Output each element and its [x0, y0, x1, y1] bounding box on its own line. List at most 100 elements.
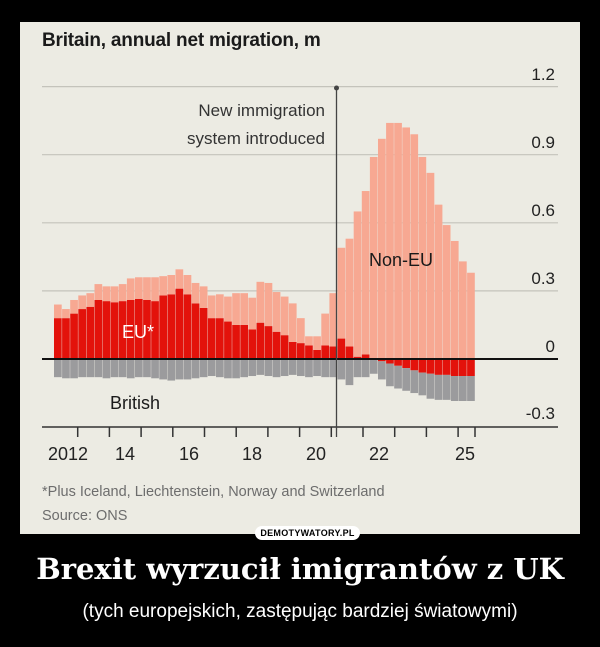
bar-eu [459, 359, 467, 377]
bar-eu [467, 359, 475, 377]
bar-eu [313, 349, 321, 359]
bar-eu [264, 326, 273, 359]
y-tick-label: 0 [545, 337, 555, 356]
bar-non-eu [232, 293, 240, 325]
y-tick-label: 0.3 [531, 269, 555, 288]
bar-non-eu [143, 277, 151, 300]
bar-eu [232, 324, 240, 359]
bar-eu [216, 318, 224, 359]
bar-non-eu [62, 309, 70, 319]
bar-british [62, 359, 70, 379]
bar-eu [337, 338, 346, 359]
bar-british [264, 359, 273, 377]
bar-non-eu [199, 286, 208, 308]
footnote: *Plus Iceland, Liechtenstein, Norway and… [42, 484, 385, 500]
bar-non-eu [410, 134, 419, 359]
bar-non-eu [337, 247, 346, 339]
bar-eu [378, 359, 386, 362]
bar-british [426, 373, 435, 399]
bar-non-eu [321, 313, 329, 346]
x-tick-label: 14 [114, 444, 136, 464]
bar-british [394, 365, 402, 389]
bar-british [159, 359, 167, 380]
bar-eu [305, 345, 313, 359]
bar-non-eu [183, 275, 192, 295]
bar-british [224, 359, 232, 379]
bar-non-eu [216, 294, 224, 319]
bar-non-eu [288, 303, 297, 342]
bar-non-eu [159, 276, 167, 296]
bar-british [199, 359, 208, 378]
bar-eu [94, 299, 103, 359]
bar-eu [207, 318, 216, 359]
bar-eu [151, 301, 159, 359]
bar-eu [54, 318, 62, 359]
bar-british [86, 359, 95, 378]
event-annotation: New immigration system introduced [187, 97, 325, 153]
bar-non-eu [450, 240, 459, 359]
bar-eu [248, 329, 257, 359]
x-tick-label: 16 [178, 444, 200, 464]
bar-british [459, 376, 467, 401]
bar-eu [143, 299, 151, 359]
bar-british [232, 359, 240, 379]
bar-non-eu [264, 282, 273, 327]
bar-non-eu [297, 318, 305, 344]
bar-british [70, 359, 78, 379]
bar-eu [345, 346, 354, 359]
bar-eu [126, 299, 135, 359]
bar-eu [386, 359, 394, 364]
event-line-dot [334, 85, 339, 91]
bar-eu [418, 359, 427, 373]
bar-eu [78, 309, 86, 359]
bar-british [143, 359, 151, 378]
bar-british [78, 359, 86, 378]
bar-british [118, 359, 127, 378]
bar-eu [288, 341, 297, 359]
bar-eu [297, 343, 305, 359]
caption-title: Brexit wyrzucił imigrantów z UK [36, 552, 564, 586]
series-label-eu: EU* [122, 322, 155, 342]
bar-eu [426, 359, 435, 374]
bar-british [94, 359, 103, 378]
bar-british [280, 359, 289, 377]
source-note: Source: ONS [42, 508, 128, 524]
bar-british [54, 359, 62, 378]
bar-eu [62, 318, 70, 359]
bar-non-eu [459, 261, 467, 359]
bar-non-eu [280, 296, 289, 336]
bar-eu [135, 298, 143, 359]
bar-british [337, 359, 346, 380]
bar-non-eu [418, 156, 427, 359]
bar-british [313, 359, 321, 377]
bar-eu [329, 346, 338, 359]
bar-eu [450, 359, 459, 377]
bar-non-eu [434, 204, 443, 359]
bar-eu [175, 288, 184, 359]
bar-british [353, 359, 362, 378]
y-tick-label: 1.2 [531, 65, 555, 84]
bar-non-eu [224, 296, 232, 322]
x-tick-label: 18 [241, 444, 263, 464]
bar-non-eu [442, 225, 451, 359]
bar-british [345, 359, 354, 386]
bar-british [288, 359, 297, 375]
bar-non-eu [313, 336, 321, 350]
bar-british [434, 374, 443, 400]
bar-eu [256, 322, 265, 359]
bar-eu [353, 356, 362, 359]
bar-non-eu [126, 278, 135, 300]
bar-eu [321, 345, 329, 359]
bar-non-eu [256, 281, 265, 323]
bar-british [175, 359, 184, 380]
bar-non-eu [207, 295, 216, 319]
bar-non-eu [426, 172, 435, 359]
bar-eu [86, 306, 95, 359]
bar-non-eu [467, 272, 475, 359]
bar-eu [442, 359, 451, 375]
bar-eu [110, 302, 119, 359]
chart-panel [20, 22, 580, 534]
bar-british [329, 359, 338, 378]
bar-non-eu [191, 282, 200, 304]
